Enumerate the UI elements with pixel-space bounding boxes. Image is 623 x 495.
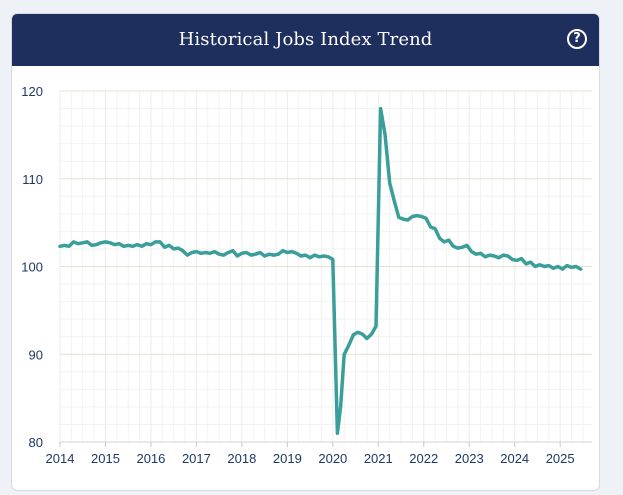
y-tick-label: 100: [21, 260, 43, 275]
y-tick-label: 80: [29, 435, 43, 450]
x-tick-label: 2019: [273, 451, 302, 466]
x-tick-label: 2021: [364, 451, 393, 466]
x-tick-label: 2020: [318, 451, 347, 466]
chart-title: Historical Jobs Index Trend: [178, 29, 433, 50]
x-tick-label: 2025: [546, 451, 575, 466]
x-tick-label: 2017: [182, 451, 211, 466]
y-tick-label: 90: [29, 347, 43, 362]
tick-labels: 2014 2015 2016 2017 2018 2019 2020 2021 2022 2023…: [21, 84, 574, 466]
series-group: [58, 106, 583, 435]
chart-card: Historical Jobs Index Trend ?: [11, 13, 600, 491]
x-tick-label: 2024: [500, 451, 529, 466]
y-tick-label: 120: [21, 84, 43, 99]
x-tick-label: 2018: [227, 451, 256, 466]
card-header: Historical Jobs Index Trend ?: [12, 14, 599, 66]
x-tick-label: 2015: [91, 451, 120, 466]
grid-lines: [59, 90, 592, 442]
series-line: [58, 106, 583, 435]
x-tick-label: 2016: [136, 451, 165, 466]
question-circle-icon[interactable]: ?: [567, 29, 587, 49]
x-tick-label: 2022: [409, 451, 438, 466]
x-tick-label: 2014: [46, 451, 75, 466]
x-tick-label: 2023: [455, 451, 484, 466]
axes: [59, 441, 592, 447]
y-tick-label: 110: [22, 172, 43, 187]
